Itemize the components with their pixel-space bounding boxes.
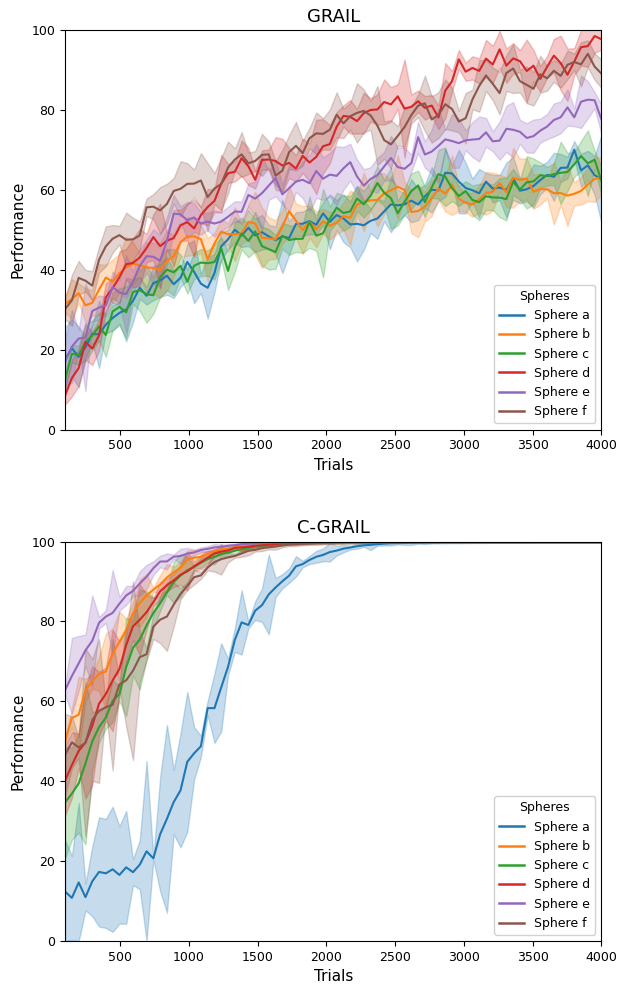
X-axis label: Trials: Trials [314,969,353,984]
Title: C-GRAIL: C-GRAIL [297,519,370,537]
Legend: Sphere a, Sphere b, Sphere c, Sphere d, Sphere e, Sphere f: Sphere a, Sphere b, Sphere c, Sphere d, … [494,797,595,935]
X-axis label: Trials: Trials [314,458,353,473]
Title: GRAIL: GRAIL [307,8,360,26]
Y-axis label: Performance: Performance [11,181,26,279]
Legend: Sphere a, Sphere b, Sphere c, Sphere d, Sphere e, Sphere f: Sphere a, Sphere b, Sphere c, Sphere d, … [494,285,595,423]
Y-axis label: Performance: Performance [11,692,26,790]
